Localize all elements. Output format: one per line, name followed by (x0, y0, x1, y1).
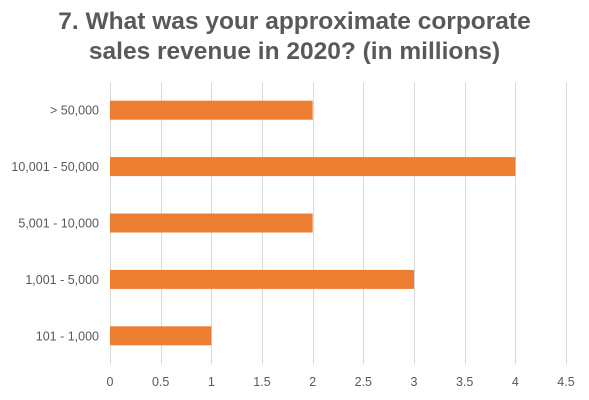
chart-title-line-2: sales revenue in 2020? (in millions) (88, 38, 501, 65)
bar-3 (110, 269, 414, 289)
x-tick-label-7: 3.5 (456, 375, 473, 389)
category-label-1: 10,001 - 50,000 (11, 160, 99, 174)
x-tick-label-1: 0.5 (152, 375, 169, 389)
category-label-4: 101 - 1,000 (36, 329, 99, 343)
x-tick-label-0: 0 (107, 375, 114, 389)
x-tick-label-2: 1 (208, 375, 215, 389)
chart-title-line-1: 7. What was your approximate corporate (58, 8, 531, 35)
chart-title: 7. What was your approximate corporate s… (0, 7, 589, 67)
category-label-2: 5,001 - 10,000 (18, 217, 99, 231)
x-tick-label-6: 3 (411, 375, 418, 389)
x-tick-label-4: 2 (309, 375, 316, 389)
x-tick-label-3: 1.5 (253, 375, 270, 389)
bar-2 (110, 213, 313, 233)
x-tick-label-8: 4 (512, 375, 519, 389)
category-label-3: 1,001 - 5,000 (25, 273, 99, 287)
x-tick-label-5: 2.5 (355, 375, 372, 389)
bar-1 (110, 157, 516, 177)
bar-4 (110, 326, 212, 346)
category-label-0: > 50,000 (50, 104, 99, 118)
x-tick-label-9: 4.5 (557, 375, 574, 389)
bar-0 (110, 100, 313, 120)
